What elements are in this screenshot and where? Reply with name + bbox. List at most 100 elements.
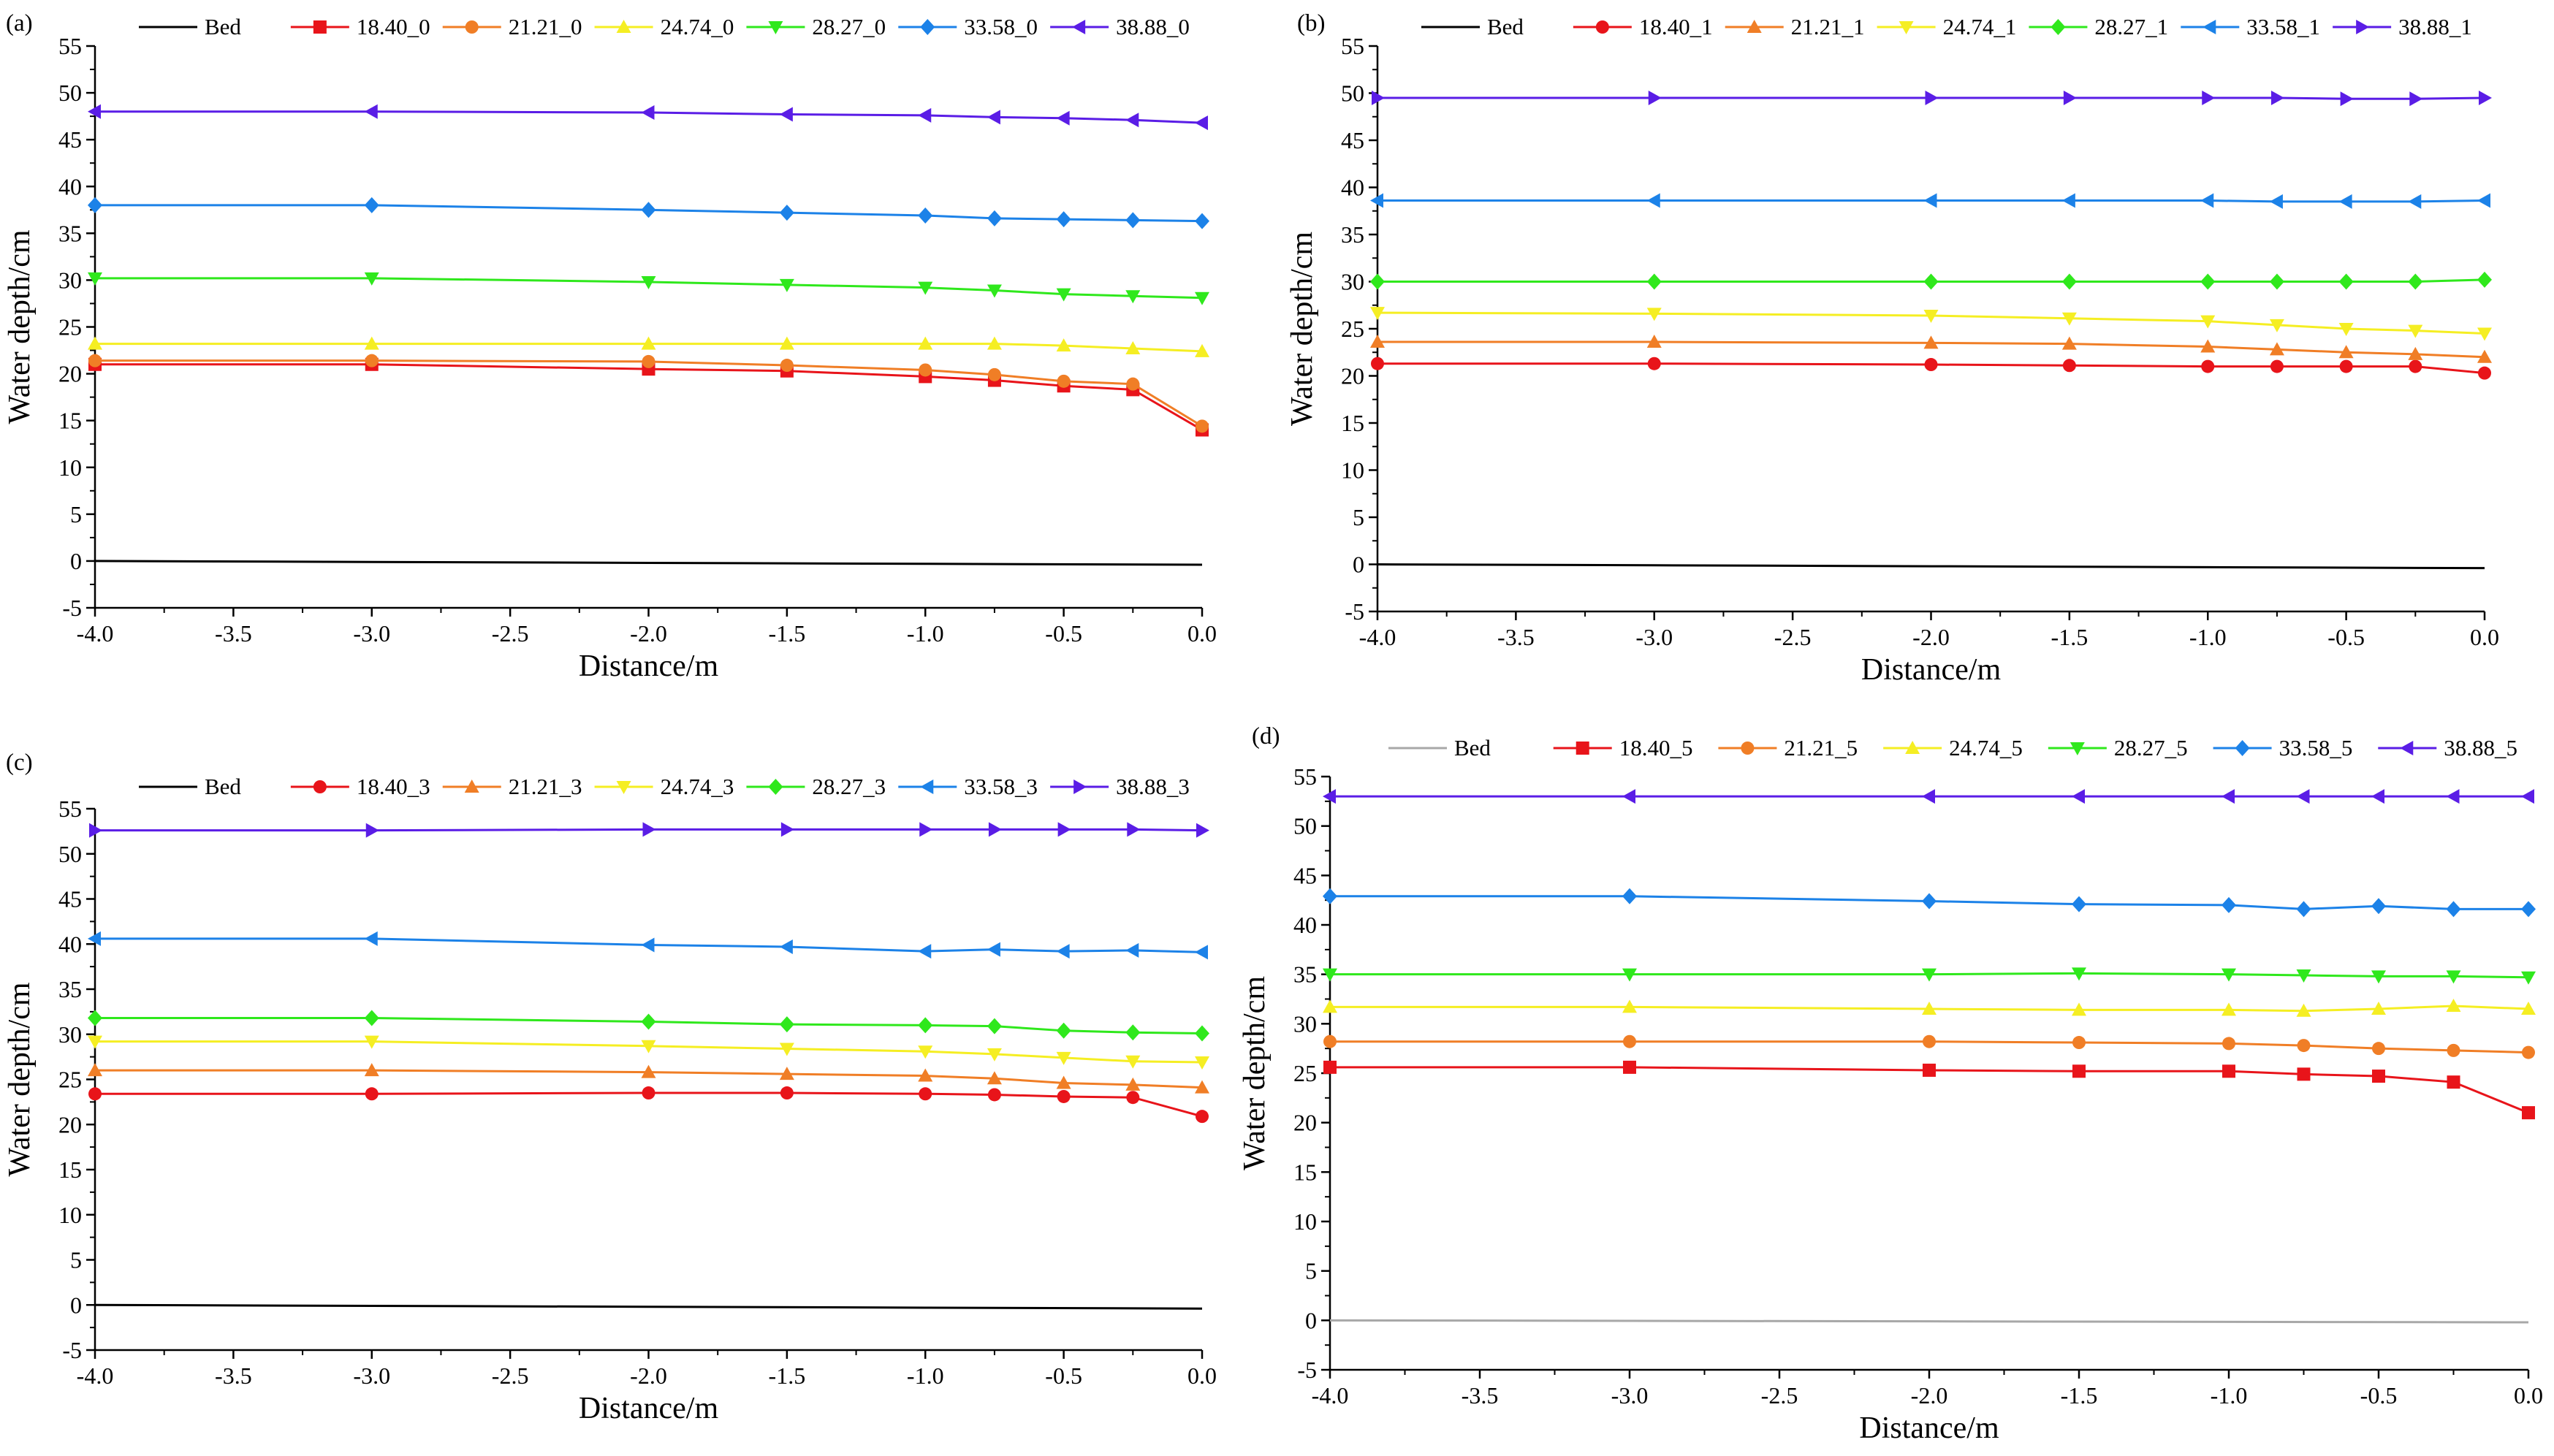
data-point [1372,90,1385,105]
legend-label: 24.74_5 [1949,735,2023,761]
legend-marker [920,19,935,35]
data-point [1195,1025,1209,1042]
legend-marker [464,780,479,793]
data-point [1622,888,1637,904]
x-tick-label: -1.5 [769,620,806,647]
data-point [1196,419,1209,433]
x-tick-label: -3.0 [353,1362,390,1389]
x-tick-label: -1.0 [2189,624,2227,650]
y-tick-label: 10 [58,1202,82,1228]
data-point [2446,970,2461,984]
data-point [2296,969,2311,983]
legend-item: 33.58_5 [2213,735,2353,761]
legend-label: 18.40_5 [1619,735,1693,761]
y-tick-label: -5 [1297,1357,1317,1383]
legend-label: 33.58_5 [2279,735,2353,761]
data-point [987,367,1001,381]
legend-item: 18.40_3 [290,774,430,799]
legend-item: 21.21_0 [442,14,582,39]
data-point [2477,271,2492,288]
data-point [364,104,378,119]
legend-marker [2356,20,2370,34]
data-point [2063,90,2077,105]
y-tick-label: 45 [1293,862,1317,888]
x-axis-title: Distance/m [1859,1411,1999,1445]
data-point [2372,1070,2385,1083]
data-point [2072,789,2085,804]
x-tick-label: -3.5 [1497,624,1535,650]
y-tick-label: 35 [58,976,82,1002]
series-33-58_1 [1370,193,2490,209]
data-point [1648,90,1662,105]
legend-label: 38.88_0 [1116,14,1190,39]
chart-panel-d: -5 0 5 10 15 20 25 30 35 40 45 50 55 -4.0 -3.5 -3.0 -2.5… [1238,723,2543,1445]
data-point [2072,896,2086,912]
data-point [2202,90,2216,105]
x-tick-label: -0.5 [2327,624,2365,650]
legend-marker [2235,740,2250,756]
data-point [780,359,794,373]
data-point [779,336,794,350]
y-tick-label: 50 [1341,80,1364,107]
y-tick-label: -5 [62,595,82,621]
data-point [2270,359,2284,373]
legend-marker [920,780,934,794]
legend-label: 24.74_1 [1943,14,2017,39]
series-38-88_1 [1372,90,2492,107]
data-point [987,1048,1002,1061]
legend-marker [1073,780,1087,794]
data-point [987,1071,1002,1085]
y-tick-label: 40 [58,931,82,957]
data-point [918,207,933,224]
data-point [2296,1003,2311,1017]
legend-label: 21.21_5 [1784,735,1858,761]
y-tick-label: 5 [1305,1258,1317,1284]
legend-label: 33.58_3 [964,774,1038,799]
series-28-27_3 [88,1010,1209,1042]
y-tick-label: 25 [1341,316,1364,342]
data-point [1057,822,1071,837]
legend-item: 38.88_3 [1050,774,1190,799]
y-tick-label: 35 [58,220,82,246]
data-point [2269,194,2283,209]
legend-label: 38.88_3 [1116,774,1190,799]
data-point [2408,273,2423,290]
series-28-27_0 [88,272,1209,305]
chart-panel-c: -5 0 5 10 15 20 25 30 35 40 45 50 55 -4.0 -3.5 -3.0 -2.5… [3,750,1217,1425]
x-tick-label: -1.5 [2051,624,2089,650]
data-point [2447,1075,2460,1089]
data-point [2222,1037,2235,1051]
legend-marker [1741,742,1755,755]
data-point [2338,345,2354,359]
data-point [918,1017,933,1034]
data-point [2200,339,2216,353]
y-tick-label: 15 [58,1156,82,1183]
data-point [987,336,1002,350]
legend-label: 24.74_3 [661,774,734,799]
data-point [1646,308,1662,321]
legend-label: 21.21_3 [509,774,582,799]
legend-label: Bed [205,14,241,39]
series-38-88_3 [89,822,1209,838]
data-point [2408,194,2422,209]
x-tick-label: -2.0 [1911,1382,1948,1409]
data-point [779,1016,794,1033]
data-point [2338,194,2352,209]
x-tick-label: -0.5 [1045,620,1082,647]
data-point [365,1087,379,1101]
y-tick-label: 15 [58,408,82,434]
x-tick-label: -1.0 [907,1362,944,1389]
legend-label: 33.58_1 [2246,14,2320,39]
data-point [918,1045,933,1059]
legend-marker [1595,20,1609,34]
data-point [1056,110,1070,126]
legend-label: Bed [1487,14,1524,39]
legend-item: 28.27_1 [2029,14,2168,39]
x-tick-label: -0.5 [1045,1362,1082,1389]
x-axis-title: Distance/m [579,649,719,683]
legend-item: 28.27_5 [2048,735,2188,761]
data-point [641,202,656,218]
data-point [364,1063,379,1077]
bed-line [94,1303,1203,1310]
